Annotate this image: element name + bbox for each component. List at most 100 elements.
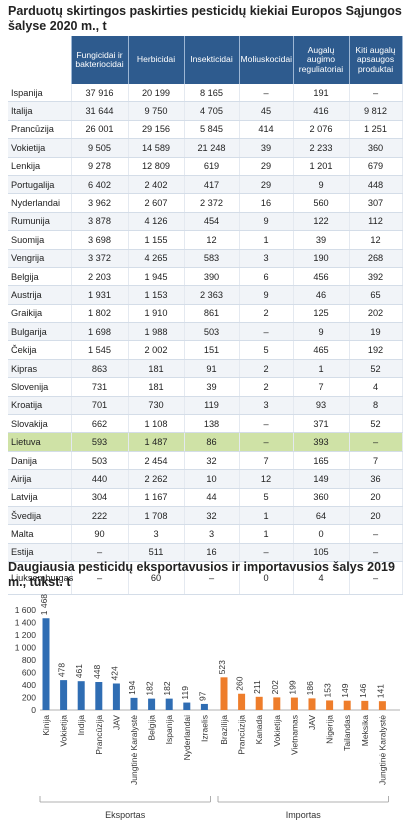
category-label: Vietnamas bbox=[289, 715, 299, 755]
value-cell: 4 705 bbox=[184, 101, 240, 121]
value-cell: 4 bbox=[293, 561, 350, 596]
value-cell: 3 bbox=[128, 524, 185, 544]
value-cell: 371 bbox=[293, 414, 350, 434]
value-cell: 1 153 bbox=[128, 285, 185, 305]
value-cell: 181 bbox=[128, 377, 185, 397]
y-tick-label: 800 bbox=[22, 655, 36, 665]
bar-importas-7 bbox=[343, 700, 351, 710]
bar-value-label: 182 bbox=[145, 681, 155, 695]
value-cell: 416 bbox=[293, 101, 350, 121]
value-cell: 3 bbox=[184, 524, 240, 544]
group-label-eksportas: Eksportas bbox=[105, 810, 146, 820]
bar-value-label: 141 bbox=[375, 684, 385, 698]
value-cell: 4 265 bbox=[128, 249, 185, 268]
value-cell: 1 201 bbox=[293, 157, 350, 176]
value-cell: 2 233 bbox=[293, 138, 350, 158]
value-cell: 2 402 bbox=[128, 175, 185, 195]
value-cell: 863 bbox=[71, 359, 129, 379]
value-cell: – bbox=[349, 432, 403, 452]
value-cell: 1 802 bbox=[71, 304, 129, 324]
bar-value-label: 153 bbox=[323, 683, 333, 697]
value-cell: – bbox=[349, 84, 403, 103]
bar-value-label: 461 bbox=[74, 664, 84, 678]
value-cell: 9 bbox=[239, 285, 294, 305]
value-cell: 393 bbox=[293, 432, 350, 452]
value-cell: 2 203 bbox=[71, 267, 129, 287]
table-row: Slovakija 662 1 108 138–371 52 bbox=[8, 414, 403, 434]
value-cell: 1 251 bbox=[349, 120, 403, 140]
table-header-row: Fungicidai ir bakteriocidai Herbicidai I… bbox=[8, 36, 403, 84]
table-row: Danija 503 2 454 32 7 165 7 bbox=[8, 451, 403, 471]
table-row: Ispanija 37 916 20 199 8 165–191– bbox=[8, 84, 403, 103]
value-cell: – bbox=[239, 432, 294, 452]
value-cell: 20 199 bbox=[128, 84, 185, 103]
y-tick-label: 1 600 bbox=[15, 605, 37, 615]
y-tick-label: 600 bbox=[22, 668, 36, 678]
value-cell: – bbox=[349, 561, 403, 596]
table-row: Nyderlandai 3 962 2 607 2 372 16 560 307 bbox=[8, 193, 403, 213]
value-cell: 52 bbox=[349, 359, 403, 379]
value-cell: 29 156 bbox=[128, 120, 185, 140]
value-cell: 6 402 bbox=[71, 175, 129, 195]
bar-eksportas-6 bbox=[148, 698, 156, 710]
bar-value-label: 186 bbox=[305, 681, 315, 695]
value-cell: – bbox=[71, 543, 129, 563]
value-cell: 3 962 bbox=[71, 193, 129, 213]
category-label: Jungtinė Karalystė bbox=[377, 715, 387, 785]
value-cell: 465 bbox=[293, 340, 350, 360]
header-molluscicides: Moliuskocidai bbox=[239, 36, 294, 84]
country-cell: Lenkija bbox=[8, 157, 72, 176]
group-label-importas: Importas bbox=[286, 810, 322, 820]
country-cell: Ispanija bbox=[8, 84, 72, 103]
value-cell: 861 bbox=[184, 304, 240, 324]
category-label: Vokietija bbox=[59, 715, 69, 747]
bar-value-label: 478 bbox=[57, 663, 67, 677]
bar-importas-1 bbox=[238, 693, 246, 710]
value-cell: 9 bbox=[293, 175, 350, 195]
value-cell: 2 bbox=[239, 304, 294, 324]
value-cell: 392 bbox=[349, 267, 403, 287]
country-cell: Italija bbox=[8, 101, 72, 121]
country-cell: Portugalija bbox=[8, 175, 72, 195]
category-label: Kinija bbox=[41, 715, 51, 736]
value-cell: 2 262 bbox=[128, 469, 185, 489]
value-cell: 5 bbox=[239, 340, 294, 360]
table-row: Estija –511 16–105– bbox=[8, 543, 403, 563]
value-cell: 29 bbox=[239, 157, 294, 176]
value-cell: 679 bbox=[349, 157, 403, 176]
table-row: Belgija 2 203 1 945 390 6 456 392 bbox=[8, 267, 403, 287]
value-cell: 112 bbox=[349, 212, 403, 232]
value-cell: 26 001 bbox=[71, 120, 129, 140]
value-cell: 20 bbox=[349, 488, 403, 507]
bar-value-label: 260 bbox=[235, 676, 245, 690]
category-label: JAV bbox=[307, 715, 317, 730]
category-label: Ispanija bbox=[164, 715, 174, 745]
value-cell: 503 bbox=[184, 322, 240, 342]
value-cell: 20 bbox=[349, 506, 403, 526]
value-cell: 1 931 bbox=[71, 285, 129, 305]
bar-importas-6 bbox=[326, 700, 334, 710]
country-cell: Airija bbox=[8, 469, 72, 489]
header-insecticides: Insekticidai bbox=[184, 36, 240, 84]
value-cell: 448 bbox=[349, 175, 403, 195]
table-row: Bulgarija 1 698 1 988 503–9 19 bbox=[8, 322, 403, 342]
value-cell: 39 bbox=[184, 377, 240, 397]
bar-eksportas-7 bbox=[165, 698, 173, 710]
bar-value-label: 97 bbox=[197, 691, 207, 701]
country-cell: Slovenija bbox=[8, 377, 72, 397]
value-cell: 2 076 bbox=[293, 120, 350, 140]
table-row: Rumunija 3 878 4 126 454 9 122 112 bbox=[8, 212, 403, 232]
bar-importas-3 bbox=[273, 697, 281, 710]
bar-eksportas-3 bbox=[95, 682, 103, 710]
bar-importas-0 bbox=[220, 677, 228, 710]
value-cell: 9 750 bbox=[128, 101, 185, 121]
value-cell: 7 bbox=[239, 451, 294, 471]
value-cell: 454 bbox=[184, 212, 240, 232]
y-tick-label: 0 bbox=[31, 705, 36, 715]
category-label: Tailandas bbox=[342, 715, 352, 751]
country-cell: Slovakija bbox=[8, 414, 72, 434]
bar-value-label: 119 bbox=[180, 686, 190, 700]
value-cell: 90 bbox=[71, 524, 129, 544]
table-title: Parduotų skirtingos paskirties pesticidų… bbox=[8, 4, 402, 33]
category-label: Jungtinė Karalystė bbox=[129, 715, 139, 785]
